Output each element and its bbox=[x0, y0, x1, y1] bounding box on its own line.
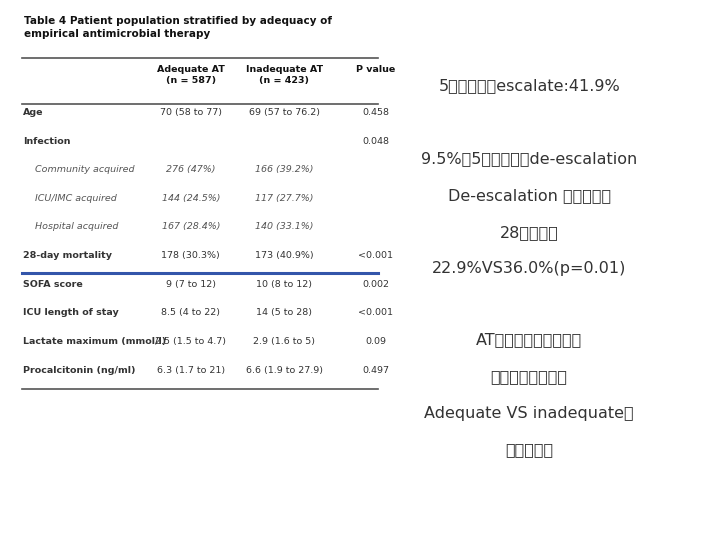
Text: De-escalation ありなしで: De-escalation ありなしで bbox=[448, 188, 611, 203]
Text: 0.002: 0.002 bbox=[362, 280, 390, 289]
Text: 69 (57 to 76.2): 69 (57 to 76.2) bbox=[249, 108, 320, 117]
Text: Inadequate AT
(n = 423): Inadequate AT (n = 423) bbox=[246, 65, 323, 85]
Text: 5日以内に日escalate:41.9%: 5日以内に日escalate:41.9% bbox=[438, 78, 620, 93]
Text: Hospital acquired: Hospital acquired bbox=[23, 222, 118, 232]
Text: 166 (39.2%): 166 (39.2%) bbox=[255, 165, 314, 174]
Text: ICU length of stay: ICU length of stay bbox=[23, 308, 119, 318]
Text: 9.5%て5日以内に日de-escalation: 9.5%て5日以内に日de-escalation bbox=[421, 151, 637, 166]
Text: ICU/IMC acquired: ICU/IMC acquired bbox=[23, 194, 117, 203]
Text: 8.5 (4 to 22): 8.5 (4 to 22) bbox=[161, 308, 220, 318]
Text: 0.09: 0.09 bbox=[365, 337, 387, 346]
Text: 117 (27.7%): 117 (27.7%) bbox=[255, 194, 314, 203]
Text: 276 (47%): 276 (47%) bbox=[166, 165, 215, 174]
Text: Community acquired: Community acquired bbox=[23, 165, 135, 174]
Text: <0.001: <0.001 bbox=[359, 251, 393, 260]
Text: 2.9 (1.6 to 5): 2.9 (1.6 to 5) bbox=[253, 337, 315, 346]
Text: Lactate maximum (mmol/l): Lactate maximum (mmol/l) bbox=[23, 337, 166, 346]
Text: 178 (30.3%): 178 (30.3%) bbox=[161, 251, 220, 260]
Text: 144 (24.5%): 144 (24.5%) bbox=[161, 194, 220, 203]
Text: 140 (33.1%): 140 (33.1%) bbox=[255, 222, 314, 232]
Text: Adequate VS inadequateで: Adequate VS inadequateで bbox=[424, 406, 634, 421]
Text: AT時間１時間以内でも: AT時間１時間以内でも bbox=[476, 332, 582, 347]
Text: 173 (40.9%): 173 (40.9%) bbox=[255, 251, 314, 260]
Text: 有意差あり: 有意差あり bbox=[505, 442, 553, 457]
Text: 14 (5 to 28): 14 (5 to 28) bbox=[256, 308, 312, 318]
Text: １時間以上でも、: １時間以上でも、 bbox=[491, 369, 567, 384]
Text: <0.001: <0.001 bbox=[359, 308, 393, 318]
Text: 0.048: 0.048 bbox=[362, 137, 390, 146]
Text: Table 4 Patient population stratified by adequacy of
empirical antimicrobial the: Table 4 Patient population stratified by… bbox=[24, 16, 332, 39]
Text: 6.6 (1.9 to 27.9): 6.6 (1.9 to 27.9) bbox=[246, 366, 323, 375]
Text: 2.5 (1.5 to 4.7): 2.5 (1.5 to 4.7) bbox=[156, 337, 226, 346]
Text: Age: Age bbox=[23, 108, 43, 117]
Text: Infection: Infection bbox=[23, 137, 71, 146]
Text: 70 (58 to 77): 70 (58 to 77) bbox=[160, 108, 222, 117]
Text: 28日死亡率: 28日死亡率 bbox=[500, 225, 559, 240]
Text: 0.497: 0.497 bbox=[362, 366, 390, 375]
Text: SOFA score: SOFA score bbox=[23, 280, 83, 289]
Text: P value: P value bbox=[356, 65, 395, 74]
Text: Adequate AT
(n = 587): Adequate AT (n = 587) bbox=[157, 65, 225, 85]
Text: 167 (28.4%): 167 (28.4%) bbox=[161, 222, 220, 232]
Text: 0.458: 0.458 bbox=[362, 108, 390, 117]
Text: 9 (7 to 12): 9 (7 to 12) bbox=[166, 280, 216, 289]
Text: Procalcitonin (ng/ml): Procalcitonin (ng/ml) bbox=[23, 366, 135, 375]
Text: 10 (8 to 12): 10 (8 to 12) bbox=[256, 280, 312, 289]
Text: 6.3 (1.7 to 21): 6.3 (1.7 to 21) bbox=[157, 366, 225, 375]
Text: 28-day mortality: 28-day mortality bbox=[23, 251, 112, 260]
Text: 22.9%VS36.0%(p=0.01): 22.9%VS36.0%(p=0.01) bbox=[432, 261, 626, 276]
